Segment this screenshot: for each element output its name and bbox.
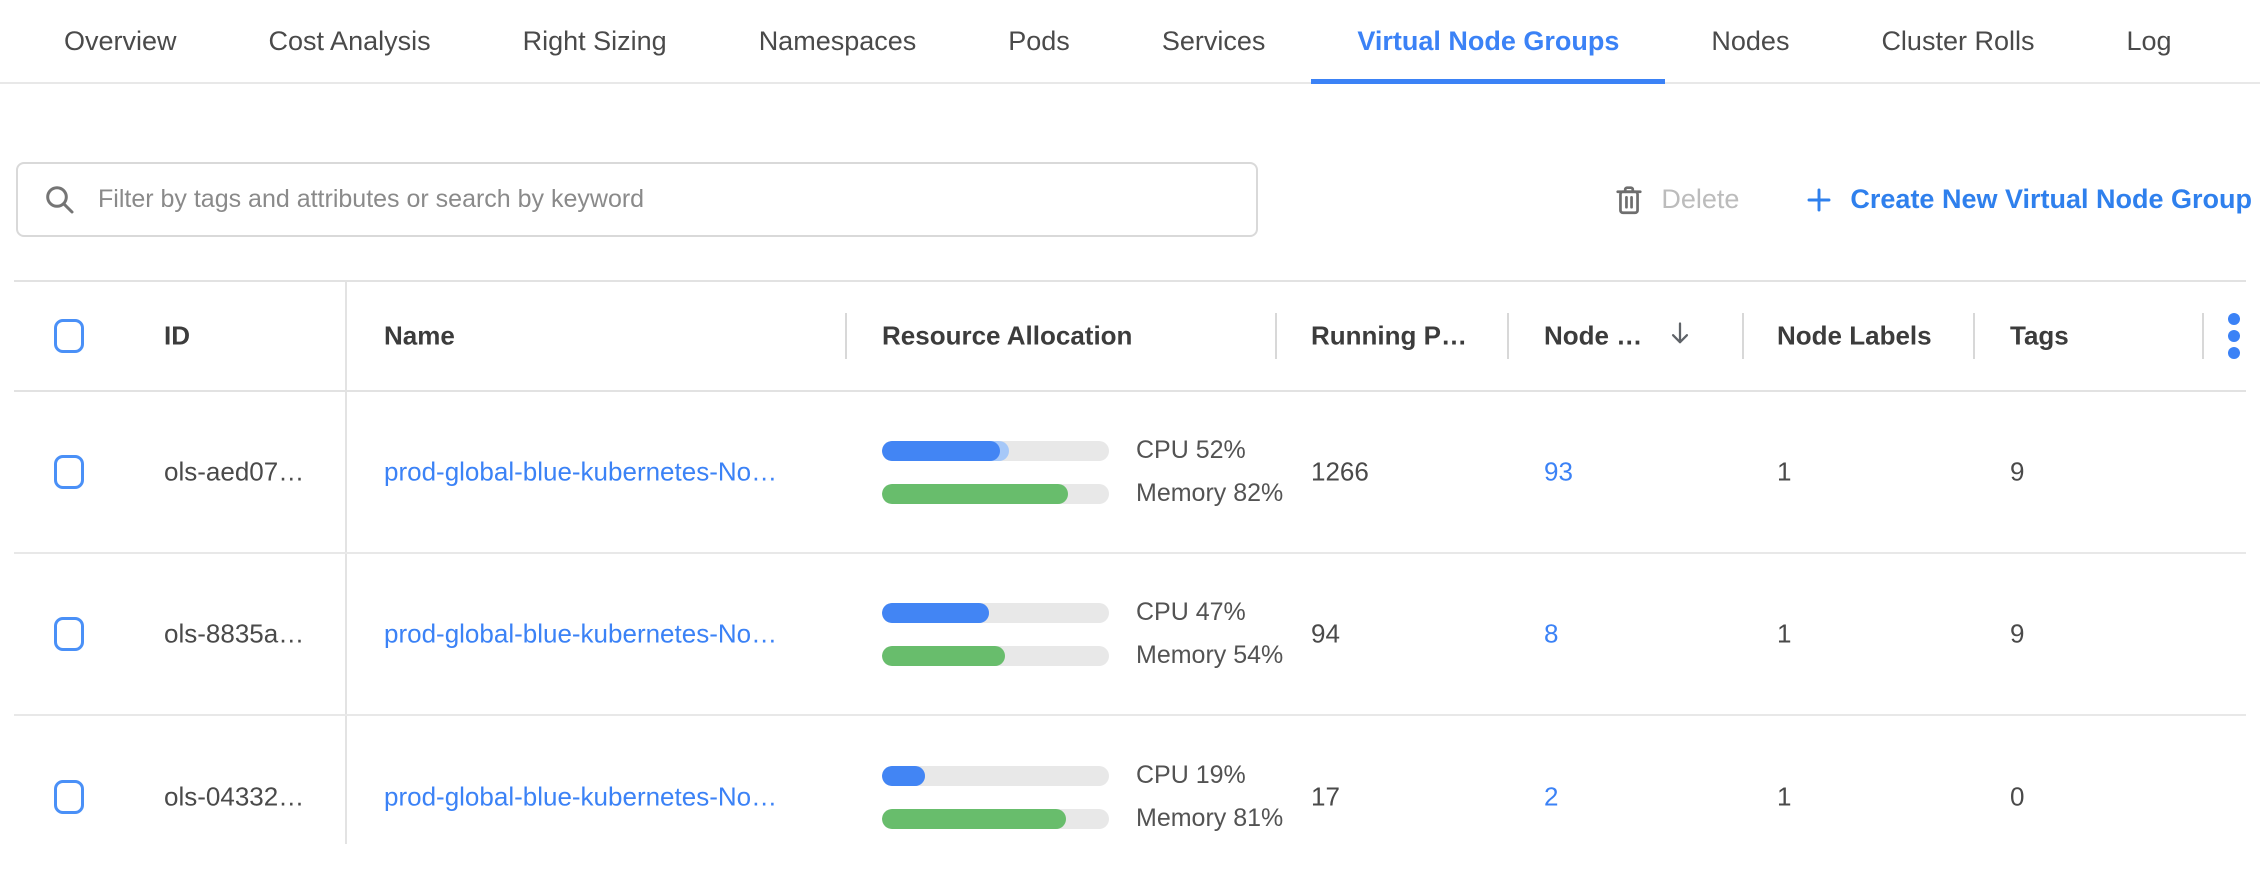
- tab-right-sizing[interactable]: Right Sizing: [522, 25, 667, 56]
- memory-bar: [882, 808, 1109, 829]
- table-row: ols-8835a… prod-global-blue-kubernetes-N…: [14, 554, 2246, 716]
- memory-bar: [882, 645, 1109, 666]
- table-header-row: ID Name Resource Allocation Running P… N…: [14, 282, 2246, 392]
- row-checkbox[interactable]: [54, 617, 84, 651]
- toolbar-actions: Delete Create New Virtual Node Group: [1611, 162, 2252, 237]
- resource-allocation-bars: CPU 52% Memory 82%: [882, 436, 1283, 508]
- tab-virtual-node-groups[interactable]: Virtual Node Groups: [1311, 0, 1666, 84]
- create-new-virtual-node-group-button[interactable]: Create New Virtual Node Group: [1803, 184, 2252, 216]
- row-name-link[interactable]: prod-global-blue-kubernetes-No…: [384, 618, 778, 649]
- tab-services[interactable]: Services: [1161, 25, 1266, 56]
- row-nodes-link[interactable]: 2: [1544, 781, 1559, 812]
- tab-log[interactable]: Log: [2126, 25, 2172, 56]
- row-node-labels: 1: [1777, 456, 1792, 487]
- row-name-link[interactable]: prod-global-blue-kubernetes-No…: [384, 781, 778, 812]
- row-checkbox[interactable]: [54, 455, 84, 489]
- row-running-pods: 17: [1311, 781, 1340, 812]
- header-node-labels[interactable]: Node Labels: [1777, 320, 1932, 351]
- cpu-bar: [882, 602, 1109, 623]
- row-id: ols-04332…: [164, 781, 305, 812]
- tab-cost-analysis[interactable]: Cost Analysis: [268, 25, 431, 56]
- tab-overview[interactable]: Overview: [64, 25, 177, 56]
- table-row: ols-aed07… prod-global-blue-kubernetes-N…: [14, 392, 2246, 554]
- create-button-label: Create New Virtual Node Group: [1850, 184, 2252, 214]
- cpu-label: CPU 47%: [1136, 598, 1246, 626]
- row-nodes-link[interactable]: 8: [1544, 618, 1559, 649]
- header-divider: [1973, 313, 1975, 359]
- header-divider: [1507, 313, 1509, 359]
- search-icon: [46, 185, 74, 213]
- header-divider: [1742, 313, 1744, 359]
- cpu-label: CPU 52%: [1136, 436, 1246, 464]
- memory-label: Memory 81%: [1136, 804, 1284, 832]
- row-checkbox[interactable]: [54, 780, 84, 814]
- header-resource-allocation[interactable]: Resource Allocation: [882, 320, 1133, 351]
- row-running-pods: 1266: [1311, 456, 1369, 487]
- column-options-menu-icon[interactable]: [2224, 309, 2244, 363]
- row-id: ols-aed07…: [164, 456, 305, 487]
- sort-descending-icon[interactable]: [1664, 318, 1696, 355]
- memory-label: Memory 82%: [1136, 479, 1284, 507]
- cpu-bar: [882, 765, 1109, 786]
- header-id[interactable]: ID: [164, 320, 190, 351]
- plus-icon: [1807, 188, 1831, 211]
- tab-namespaces[interactable]: Namespaces: [758, 25, 917, 56]
- cpu-label: CPU 19%: [1136, 761, 1246, 789]
- tab-bar: Overview Cost Analysis Right Sizing Name…: [0, 0, 2260, 84]
- row-nodes-link[interactable]: 93: [1544, 456, 1573, 487]
- row-id: ols-8835a…: [164, 618, 305, 649]
- resource-allocation-bars: CPU 19% Memory 81%: [882, 761, 1283, 833]
- header-tags[interactable]: Tags: [2010, 320, 2069, 351]
- row-node-labels: 1: [1777, 781, 1792, 812]
- cpu-bar: [882, 440, 1109, 461]
- id-column-divider: [345, 282, 347, 844]
- trash-icon: [1616, 185, 1642, 214]
- header-nodes[interactable]: Node …: [1544, 320, 1643, 351]
- delete-button-label: Delete: [1661, 184, 1740, 214]
- tab-pods[interactable]: Pods: [1008, 25, 1070, 56]
- delete-button[interactable]: Delete: [1611, 182, 1739, 218]
- row-tags: 9: [2010, 618, 2025, 649]
- header-divider: [845, 313, 847, 359]
- memory-label: Memory 54%: [1136, 641, 1284, 669]
- select-all-checkbox[interactable]: [54, 319, 84, 353]
- row-node-labels: 1: [1777, 618, 1792, 649]
- row-tags: 9: [2010, 456, 2025, 487]
- tab-cluster-rolls[interactable]: Cluster Rolls: [1881, 25, 2035, 56]
- header-divider: [2202, 313, 2204, 359]
- row-name-link[interactable]: prod-global-blue-kubernetes-No…: [384, 456, 778, 487]
- filter-box: [16, 162, 1258, 237]
- tab-nodes[interactable]: Nodes: [1711, 25, 1790, 56]
- header-running-pods[interactable]: Running P…: [1311, 320, 1467, 351]
- memory-bar: [882, 483, 1109, 504]
- resource-allocation-bars: CPU 47% Memory 54%: [882, 598, 1283, 670]
- row-running-pods: 94: [1311, 618, 1340, 649]
- filter-input[interactable]: [98, 185, 1236, 214]
- virtual-node-groups-table: ID Name Resource Allocation Running P… N…: [14, 280, 2246, 844]
- header-divider: [1275, 313, 1277, 359]
- header-name[interactable]: Name: [384, 320, 455, 351]
- row-tags: 0: [2010, 781, 2025, 812]
- table-row: ols-04332… prod-global-blue-kubernetes-N…: [14, 716, 2246, 878]
- toolbar: Delete Create New Virtual Node Group: [0, 84, 2260, 278]
